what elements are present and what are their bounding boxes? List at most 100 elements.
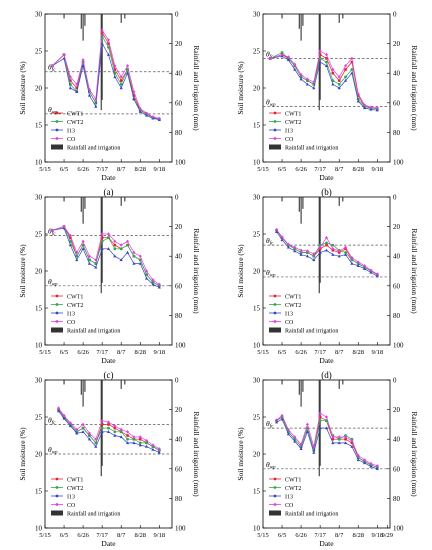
y-right-tick-label: 0 <box>175 11 179 19</box>
data-point-i13 <box>363 461 367 465</box>
y-right-tick-label: 100 <box>175 342 186 350</box>
data-point-cwt1 <box>344 68 347 71</box>
data-point-i13 <box>369 107 373 111</box>
x-tick-label: 5/15 <box>39 349 51 356</box>
x-tick-label: 6/26 <box>295 166 307 173</box>
data-point-cwt2 <box>69 240 72 243</box>
legend-label: Rainfall and irrigation <box>67 144 120 151</box>
data-point-cwt1 <box>318 53 322 56</box>
data-point-cwt2 <box>280 51 284 54</box>
data-point-i13 <box>87 261 92 265</box>
legend-label: CO <box>67 320 76 326</box>
panel-caption: (c) <box>104 370 114 380</box>
data-point-cwt2 <box>325 60 328 64</box>
data-point-co <box>113 239 117 244</box>
data-point-i13 <box>375 108 379 112</box>
y-tick-label: 30 <box>35 194 43 202</box>
legend-entry: Rainfall and irrigation <box>51 144 120 151</box>
data-point-co <box>318 49 322 53</box>
data-point-co <box>331 67 335 72</box>
y-right-tick-label: 0 <box>175 194 179 202</box>
x-axis-label: Date <box>319 173 334 182</box>
legend-label: CWT2 <box>285 120 301 126</box>
legend-label: CWT1 <box>67 477 83 483</box>
data-point-i13 <box>318 250 322 254</box>
data-point-co <box>113 64 117 68</box>
data-point-co <box>299 248 303 252</box>
data-point-i13 <box>151 282 155 286</box>
data-point-co <box>50 64 54 68</box>
legend-marker <box>55 320 59 323</box>
data-point-co <box>280 413 284 418</box>
data-point-cwt2 <box>119 82 123 86</box>
y-tick-label: 25 <box>253 231 261 239</box>
data-point-i13 <box>293 67 297 71</box>
y-right-axis-label: Rainfall and irrigation (mm) <box>410 45 419 131</box>
data-point-i13 <box>125 71 130 75</box>
y-tick-label: 25 <box>35 414 43 422</box>
data-point-co <box>299 442 303 447</box>
data-point-co <box>318 411 322 415</box>
data-point-co <box>81 58 85 62</box>
data-point-i13 <box>356 99 360 103</box>
data-point-co <box>350 438 354 443</box>
data-point-cwt1 <box>344 437 347 441</box>
chart-panel: 10 15 20 25 30 0 20 40 60 80 100 5/15 6/5 6/26 7/17 8/7… <box>236 11 419 198</box>
y-right-tick-label: 20 <box>393 406 401 414</box>
y-tick-label: 20 <box>253 451 261 459</box>
data-point-i13 <box>343 78 348 82</box>
legend-marker <box>55 128 59 132</box>
legend-label: CWT2 <box>67 303 83 309</box>
data-point-i13 <box>299 77 303 81</box>
data-point-i13 <box>350 444 354 448</box>
x-tick-label: 6/5 <box>60 349 68 356</box>
x-tick-label: 6/26 <box>295 532 307 539</box>
y-tick-label: 20 <box>35 268 43 276</box>
data-point-cwt2 <box>100 240 104 243</box>
legend-label: CWT2 <box>285 486 301 492</box>
data-point-co <box>68 75 72 79</box>
x-axis-label: Date <box>319 539 334 548</box>
data-point-co <box>126 239 130 244</box>
y-tick-label: 30 <box>35 11 43 19</box>
x-tick-label: 6/26 <box>295 349 307 356</box>
data-point-co <box>337 435 341 439</box>
data-point-cwt2 <box>88 258 91 262</box>
y-axis-label: Soil moisture (%) <box>236 427 245 481</box>
y-tick-label: 15 <box>253 488 261 496</box>
y-right-axis-label: Rainfall and irrigation (mm) <box>410 411 419 497</box>
data-point-co <box>57 406 61 410</box>
data-point-cwt2 <box>325 241 328 245</box>
legend-entry: CWT2 <box>51 303 83 309</box>
y-axis-label: Soil moisture (%) <box>18 427 27 481</box>
x-tick-label: 5/15 <box>257 349 269 356</box>
data-point-i13 <box>337 86 341 90</box>
legend-entry: I13 <box>269 494 293 500</box>
data-point-co <box>325 236 328 240</box>
legend-marker <box>55 311 59 315</box>
legend-entry: I13 <box>51 494 75 500</box>
legend-label: CWT2 <box>285 303 301 309</box>
x-tick-label: 8/7 <box>117 349 126 356</box>
data-point-co <box>312 80 316 84</box>
data-point-cwt2 <box>138 441 142 445</box>
y-tick-label: 20 <box>253 85 261 93</box>
data-point-i13 <box>125 441 130 445</box>
x-axis-label: Date <box>101 173 116 182</box>
data-point-co <box>75 250 79 255</box>
legend-entry: CWT1 <box>51 111 83 117</box>
data-point-i13 <box>157 450 161 454</box>
data-point-cwt2 <box>107 426 110 430</box>
wilting-point-label: θwp <box>48 445 58 456</box>
data-point-i13 <box>132 97 136 101</box>
data-point-i13 <box>145 276 149 280</box>
data-point-i13 <box>324 426 329 430</box>
data-point-i13 <box>363 106 367 110</box>
x-tick-label: 8/28 <box>352 166 364 173</box>
legend-entry: Rainfall and irrigation <box>269 510 338 517</box>
y-right-tick-label: 60 <box>175 282 183 290</box>
data-point-i13 <box>286 432 290 436</box>
x-tick-label: 7/17 <box>314 349 326 356</box>
data-point-co <box>325 53 328 57</box>
legend-marker <box>273 494 277 498</box>
